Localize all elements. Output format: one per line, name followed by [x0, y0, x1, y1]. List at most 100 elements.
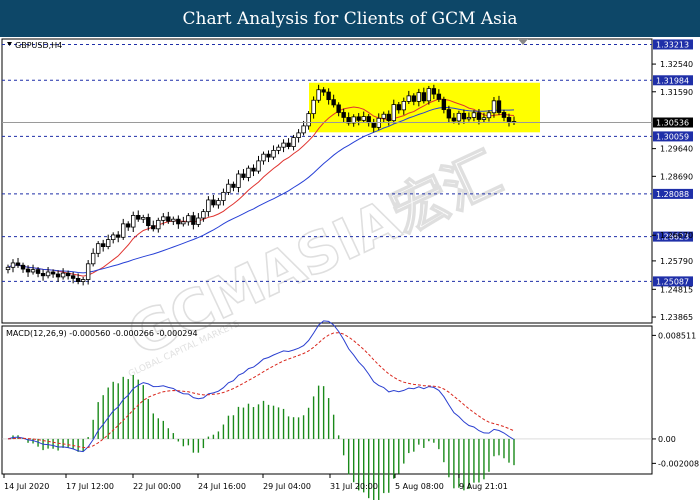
time-tick-label: 14 Jul 2020	[4, 482, 49, 491]
level-label: 1.26623	[656, 233, 689, 242]
time-tick-label: 5 Aug 08:00	[395, 482, 444, 491]
candle-body	[196, 217, 201, 225]
macd-line	[7, 320, 515, 453]
level-label: 1.25087	[656, 277, 689, 286]
macd-tick-label: -0.002008	[658, 459, 699, 468]
candle-body	[126, 223, 131, 228]
candle-body	[146, 217, 151, 227]
candle-body	[50, 271, 56, 275]
current-price-badge	[653, 117, 693, 128]
candle-body	[491, 100, 497, 114]
candle-body	[221, 191, 226, 201]
candle-body	[276, 146, 281, 151]
candle-body	[231, 183, 236, 188]
current-price-label: 1.30536	[656, 119, 689, 128]
candle-body	[10, 262, 16, 268]
candle-body	[476, 112, 482, 120]
time-tick-label: 22 Jul 00:00	[133, 482, 181, 491]
candle-body	[316, 89, 321, 101]
candle-body	[5, 266, 11, 271]
price-axis: 1.32540 1.31590 1.29640 1.28690 1.26670 1.257…	[652, 60, 693, 322]
candle-body	[296, 132, 301, 138]
candle-body	[206, 199, 211, 213]
candle-body	[30, 269, 36, 273]
candle-body	[481, 117, 487, 120]
candle-body	[60, 272, 66, 278]
candle-body	[486, 112, 492, 119]
candle-body	[55, 273, 61, 278]
candle-body	[421, 92, 427, 102]
candle-body	[301, 125, 306, 134]
candle-body	[161, 216, 166, 221]
macd-tick-label: 0.008511	[658, 331, 696, 340]
candle-body	[20, 264, 26, 270]
candle-body	[100, 243, 106, 248]
candle-body	[111, 234, 116, 241]
price-tick-label: 1.32540	[660, 60, 693, 69]
candle-body	[456, 112, 462, 122]
time-tick-label: 31 Jul 20:00	[330, 482, 378, 491]
candle-body	[501, 112, 507, 118]
candle-body	[156, 219, 161, 230]
candle-body	[151, 225, 156, 230]
support-resistance-levels: 1.33213 1.31984 1.30059 1.28088 1.26623 1.250…	[2, 39, 693, 287]
candle-body	[426, 88, 432, 102]
level-badge	[653, 131, 693, 142]
consolidation-box	[309, 82, 540, 133]
candle-body	[80, 279, 86, 282]
price-tick-label: 1.31590	[660, 88, 693, 97]
candle-body	[356, 116, 361, 121]
macd-axis: 0.008511 0.00 -0.002008	[652, 331, 699, 468]
price-tick-label: 1.25790	[660, 257, 693, 266]
ma-slow-line	[7, 106, 515, 274]
candle-body	[341, 112, 346, 118]
candle-body	[506, 117, 512, 122]
price-tick-label: 1.29640	[660, 145, 693, 154]
candle-body	[211, 199, 216, 206]
candle-body	[40, 273, 46, 277]
candle-body	[396, 104, 401, 111]
candle-body	[461, 112, 467, 120]
candle-body	[326, 91, 331, 101]
candle-body	[261, 153, 266, 162]
candle-body	[361, 116, 366, 121]
price-tick-label: 1.28690	[660, 172, 693, 181]
candle-body	[271, 149, 276, 158]
macd-indicator	[2, 320, 652, 500]
candle-body	[181, 221, 186, 225]
macd-tick-label: 0.00	[658, 435, 676, 444]
candle-body	[371, 122, 376, 128]
candle-body	[45, 271, 51, 277]
candle-body	[95, 243, 101, 254]
candle-body	[141, 217, 146, 220]
candle-body	[496, 100, 502, 113]
macd-signal-line	[7, 332, 515, 449]
level-label: 1.31984	[656, 76, 689, 85]
candle-body	[286, 142, 291, 147]
candle-body	[246, 167, 251, 178]
candle-body	[331, 99, 336, 106]
candle-body	[121, 223, 126, 238]
price-tick-label: 1.23865	[660, 313, 693, 322]
candle-body	[321, 89, 326, 93]
candle-body	[401, 100, 406, 111]
level-badge	[653, 39, 693, 50]
candle-body	[441, 98, 447, 110]
candle-body	[116, 234, 121, 238]
candle-body	[226, 183, 231, 193]
candle-body	[446, 109, 452, 119]
candle-body	[85, 263, 91, 280]
candle-body	[176, 218, 181, 225]
candlesticks	[5, 84, 517, 286]
symbol-arrow-icon	[7, 42, 12, 46]
price-chart: GCMASIA宏汇 GLOBAL CAPITAL MARKETS 1.33213…	[1, 38, 699, 500]
candle-body	[411, 95, 417, 102]
level-badge	[653, 276, 693, 287]
candle-body	[131, 215, 136, 228]
macd-pane-frame	[1, 325, 653, 475]
candle-body	[381, 113, 386, 119]
chart-shift-icon[interactable]	[518, 39, 528, 45]
level-label: 1.33213	[656, 40, 689, 49]
current-price-marker: 1.30536	[2, 117, 693, 128]
candle-body	[281, 142, 286, 148]
